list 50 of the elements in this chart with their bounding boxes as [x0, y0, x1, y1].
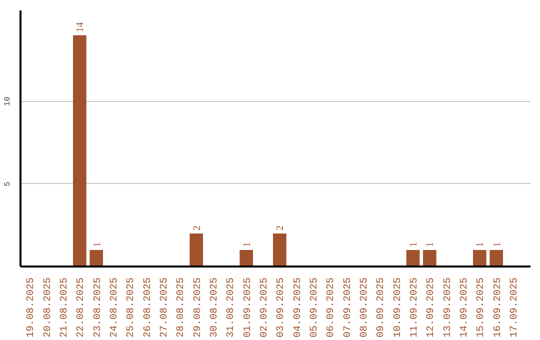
x-tick-label: 11.09.2025 [410, 277, 420, 338]
x-tick-label: 07.09.2025 [342, 277, 354, 338]
x-tick-label: 27.08.2025 [160, 277, 170, 338]
x-tick-label: 20.08.2025 [42, 277, 54, 338]
data-label: 14 [75, 22, 86, 32]
bar [190, 233, 203, 266]
bar [473, 250, 486, 266]
bar [406, 250, 420, 266]
x-tick-label: 19.08.2025 [26, 277, 38, 338]
x-tick-label: 30.08.2025 [210, 277, 220, 338]
x-tick-label: 10.09.2025 [392, 277, 404, 338]
data-label: 2 [192, 225, 203, 230]
x-tick-label: 22.08.2025 [76, 277, 88, 338]
x-tick-label: 25.08.2025 [126, 277, 138, 338]
y-tick-label: 5 [4, 181, 12, 186]
x-tick-label: 29.08.2025 [192, 277, 204, 338]
x-tick-label: 21.08.2025 [60, 277, 70, 338]
bar [90, 250, 103, 266]
bar [273, 233, 286, 266]
bar [240, 250, 253, 266]
x-tick-label: 28.08.2025 [176, 277, 188, 338]
x-tick-label: 16.09.2025 [492, 277, 504, 338]
data-label: 1 [408, 242, 420, 247]
x-tick-label: 02.09.2025 [260, 277, 270, 338]
data-label: 1 [492, 242, 503, 247]
x-tick-label: 06.09.2025 [326, 277, 338, 338]
x-tick-label: 04.09.2025 [292, 277, 304, 338]
bar [423, 250, 436, 266]
x-tick-label: 13.09.2025 [442, 277, 454, 338]
x-tick-label: 01.09.2025 [242, 277, 254, 338]
x-tick-label: 31.08.2025 [226, 277, 238, 338]
x-tick-label: 14.09.2025 [460, 277, 470, 338]
data-label: 1 [425, 242, 436, 247]
x-tick-label: 17.09.2025 [510, 277, 520, 338]
x-tick-label: 24.08.2025 [110, 277, 120, 338]
x-tick-label: 05.09.2025 [310, 277, 320, 338]
x-tick-label: 03.09.2025 [276, 277, 288, 338]
x-tick-label: 26.08.2025 [142, 277, 154, 338]
data-label: 1 [475, 242, 486, 247]
bar [73, 35, 86, 266]
bar [490, 250, 503, 266]
x-tick-label: 09.09.2025 [376, 277, 388, 338]
x-tick-label: 15.09.2025 [476, 277, 488, 338]
x-tick-label: 23.08.2025 [92, 277, 104, 338]
data-label: 1 [242, 242, 253, 247]
x-tick-label: 12.09.2025 [426, 277, 438, 338]
y-tick-label: 10 [4, 96, 12, 106]
data-label: 1 [92, 242, 103, 247]
data-label: 2 [275, 225, 286, 230]
x-tick-label: 08.09.2025 [360, 277, 370, 338]
